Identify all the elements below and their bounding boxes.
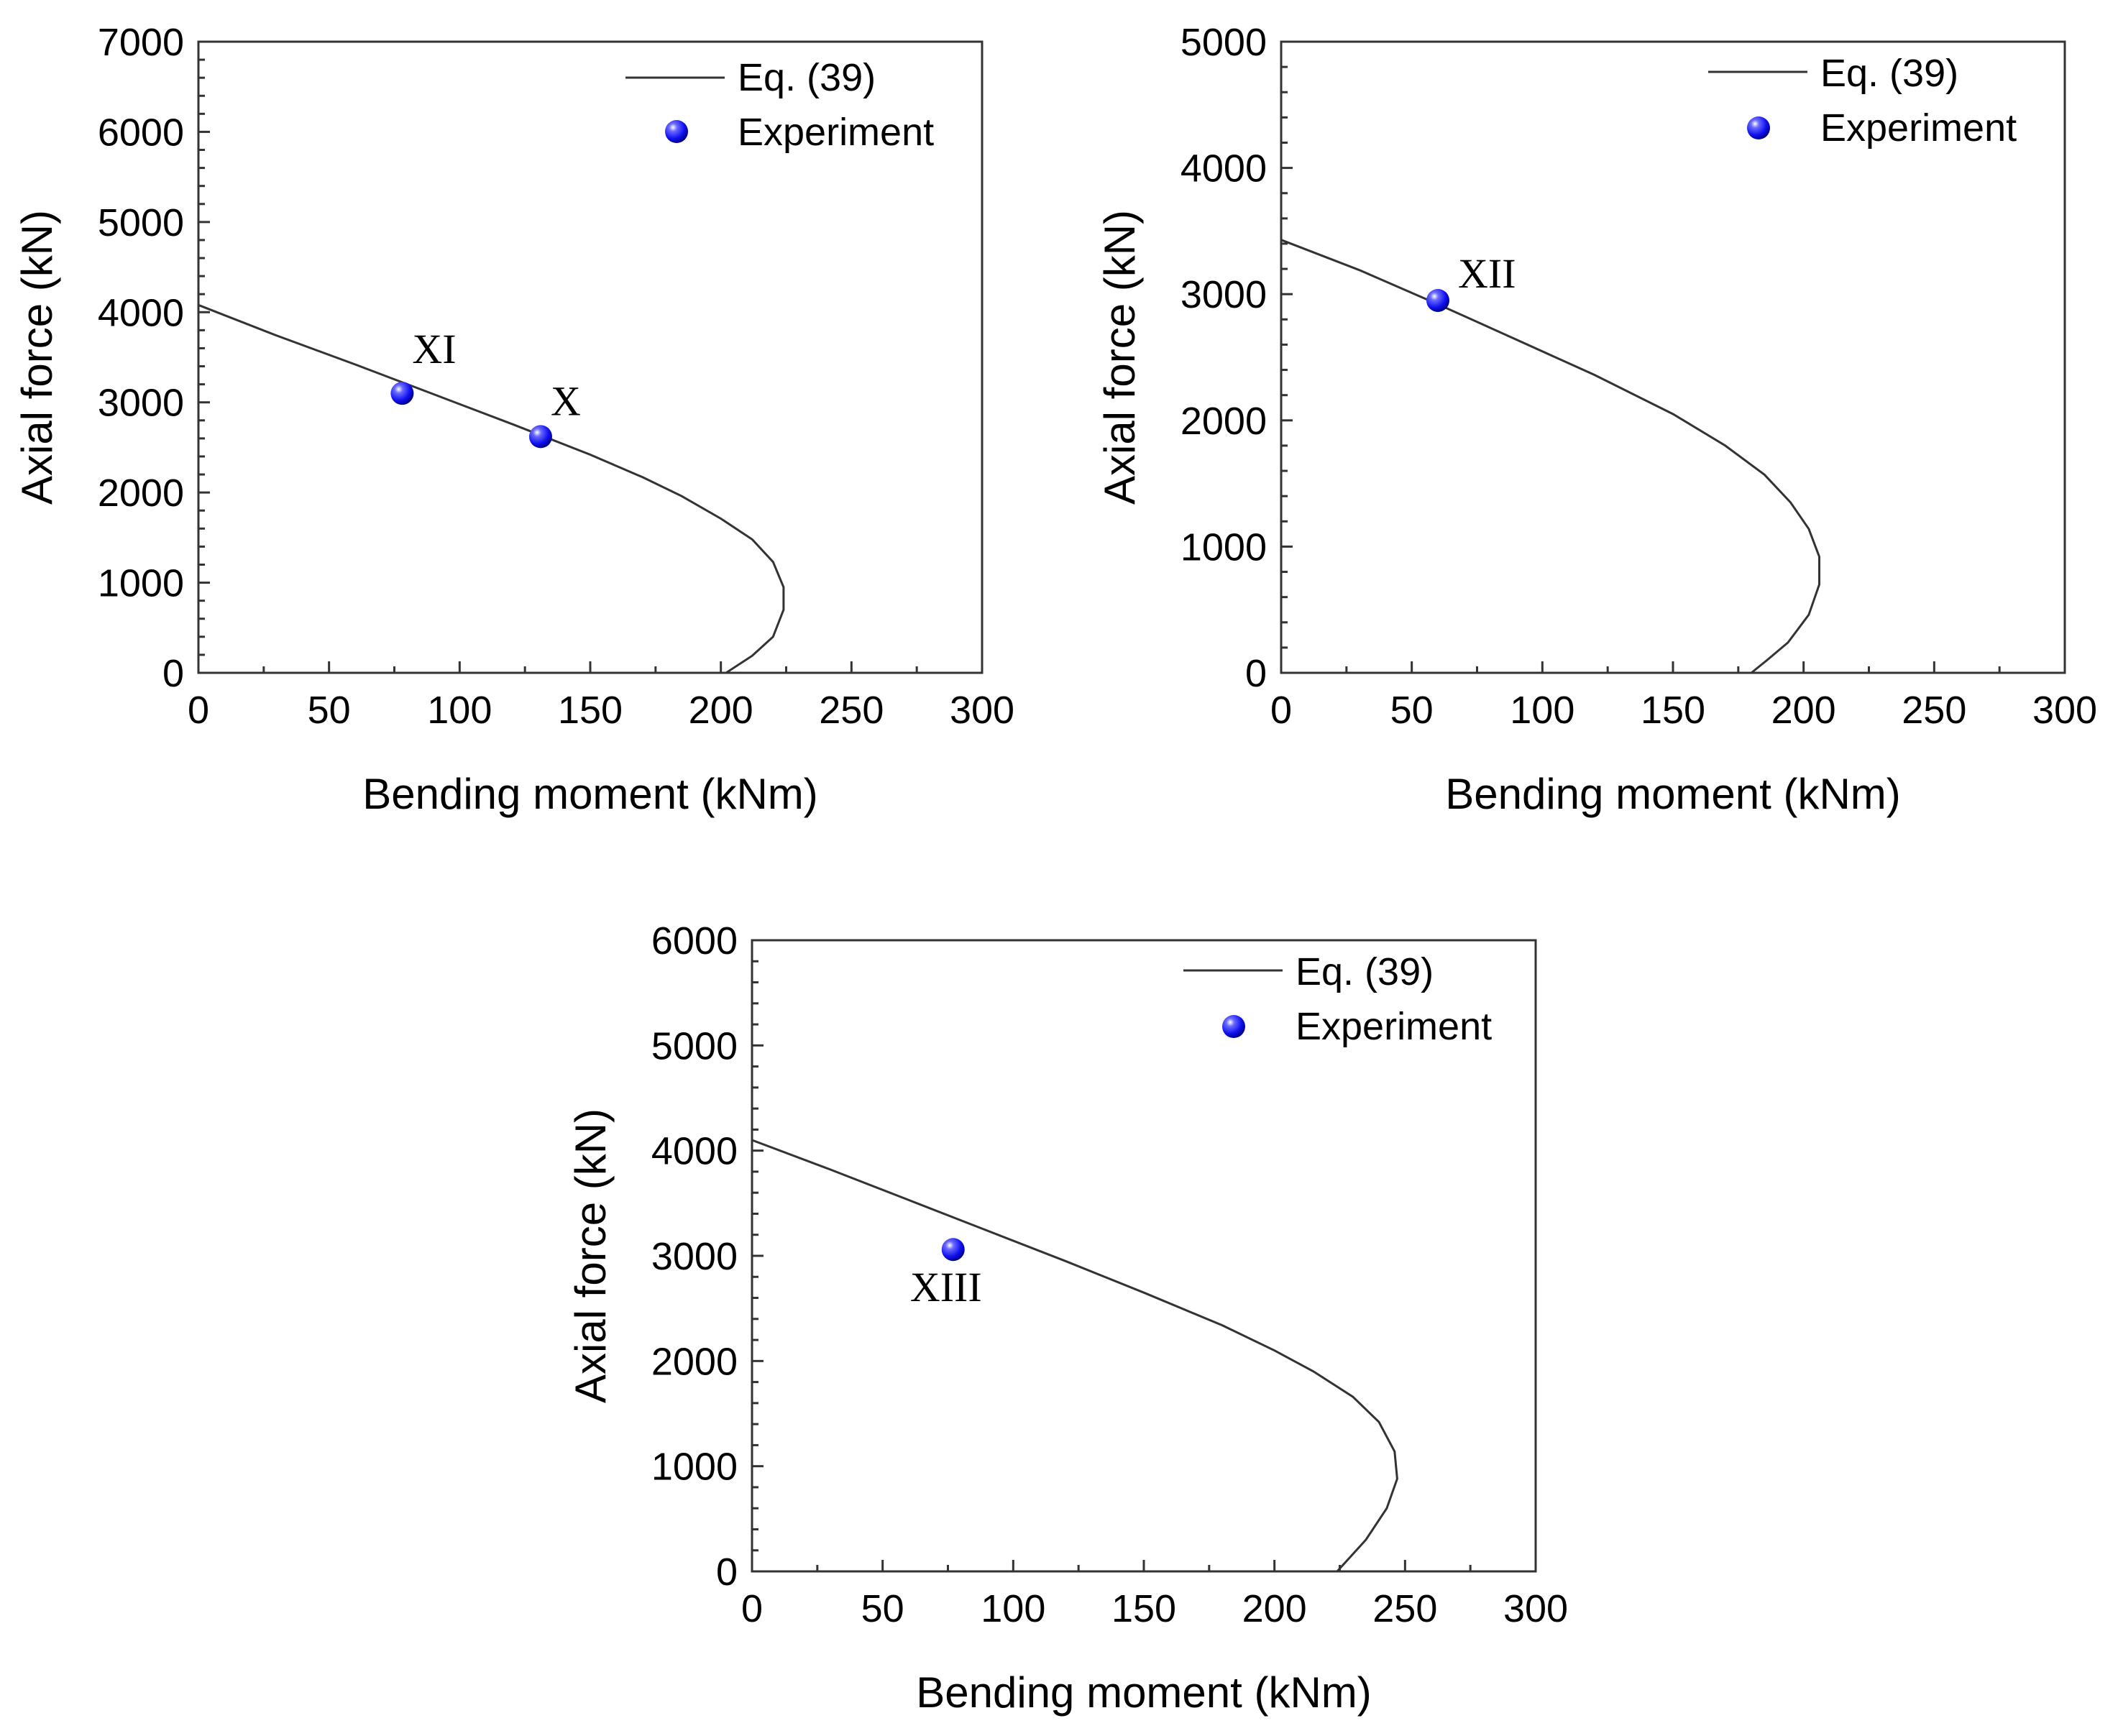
chart-c-ytick-label: 4000 [651, 1130, 738, 1173]
chart-a-xtick-label: 100 [427, 689, 492, 732]
chart-a-xtick-label: 250 [819, 689, 884, 732]
chart-a-ytick-label: 7000 [98, 21, 184, 64]
chart-a-curve [198, 303, 785, 674]
chart-a-ytick-label: 2000 [98, 472, 184, 515]
chart-c-xticks: 0 50 100 150 200 250 300 [741, 1560, 1568, 1630]
chart-b-ylabel: Axial force (kN) [1096, 210, 1144, 505]
chart-c-yticks: 0 1000 2000 3000 4000 5000 6000 [651, 919, 764, 1594]
chart-c-xtick-label: 300 [1503, 1587, 1568, 1630]
chart-b-points: XII [1426, 250, 1516, 312]
chart-a-yticks: 0 1000 2000 3000 4000 5000 6000 7000 [98, 21, 210, 695]
chart-c-xtick-label: 50 [861, 1587, 904, 1630]
chart-c-point-xiii [941, 1238, 965, 1262]
chart-c-legend-marker-label: Experiment [1296, 1005, 1492, 1048]
chart-b-xtick-label: 0 [1270, 689, 1292, 732]
chart-c-xtick-label: 150 [1111, 1587, 1176, 1630]
chart-c-xtick-label: 250 [1372, 1587, 1437, 1630]
chart-c-points: XIII [910, 1238, 982, 1310]
chart-b-ytick-label: 4000 [1181, 147, 1267, 190]
chart-c: 0 50 100 150 200 250 300 0 1000 2000 3000 4000 5000… [567, 919, 1568, 1717]
chart-b-xtick-label: 50 [1390, 689, 1434, 732]
chart-a-point-label-x: X [551, 377, 581, 424]
chart-c-xtick-label: 0 [741, 1587, 763, 1630]
chart-a-ytick-label: 4000 [98, 291, 184, 334]
chart-a-legend-marker [665, 120, 688, 143]
chart-b-xlabel: Bending moment (kNm) [1445, 770, 1901, 818]
chart-c-xlabel: Bending moment (kNm) [916, 1668, 1372, 1717]
chart-b-ytick-label: 2000 [1181, 400, 1267, 443]
chart-c-legend-marker [1222, 1015, 1245, 1038]
chart-c-legend: Eq. (39) Experiment [1183, 950, 1492, 1048]
chart-c-ytick-label: 2000 [651, 1340, 738, 1383]
chart-b: 0 50 100 150 200 250 300 0 1000 2000 3000 4000 5000… [1096, 21, 2097, 818]
chart-c-ytick-label: 5000 [651, 1024, 738, 1067]
chart-b-ytick-label: 1000 [1181, 525, 1267, 569]
chart-c-ytick-label: 1000 [651, 1446, 738, 1489]
chart-a-point-xi [390, 382, 414, 405]
chart-a-legend: Eq. (39) Experiment [625, 56, 934, 154]
chart-a-ytick-label: 5000 [98, 201, 184, 244]
chart-a-xlabel: Bending moment (kNm) [362, 770, 818, 818]
chart-a-legend-line-label: Eq. (39) [738, 56, 876, 99]
chart-a-ytick-label: 0 [162, 652, 184, 695]
chart-b-xtick-label: 200 [1771, 689, 1836, 732]
chart-c-ytick-label: 6000 [651, 919, 738, 963]
chart-b-ytick-label: 3000 [1181, 273, 1267, 316]
chart-b-xtick-label: 100 [1510, 689, 1574, 732]
chart-a-ytick-label: 3000 [98, 382, 184, 425]
chart-b-point-label-xii: XII [1458, 250, 1516, 297]
chart-a-ytick-label: 6000 [98, 111, 184, 154]
chart-b-ytick-label: 0 [1245, 652, 1267, 695]
chart-b-legend: Eq. (39) Experiment [1708, 52, 2017, 150]
chart-c-legend-line-label: Eq. (39) [1296, 950, 1434, 993]
chart-a-point-label-xi: XI [412, 326, 456, 372]
chart-c-curve [751, 1139, 1398, 1573]
chart-b-xtick-label: 300 [2032, 689, 2097, 732]
chart-c-ytick-label: 0 [716, 1551, 738, 1594]
chart-b-curve [1280, 239, 1820, 674]
chart-a-xtick-label: 200 [689, 689, 753, 732]
chart-c-ytick-label: 3000 [651, 1235, 738, 1278]
chart-a-xtick-label: 300 [950, 689, 1014, 732]
chart-a-xtick-label: 150 [558, 689, 623, 732]
chart-b-ytick-label: 5000 [1181, 21, 1267, 64]
chart-c-ylabel: Axial force (kN) [567, 1108, 615, 1403]
chart-a: 0 50 100 150 200 250 300 0 1000 2000 3000 4000 5000… [13, 21, 1014, 818]
chart-a-ylabel: Axial force (kN) [13, 210, 61, 505]
chart-a-point-x [528, 425, 552, 449]
chart-a-ytick-label: 1000 [98, 562, 184, 605]
chart-c-xtick-label: 100 [981, 1587, 1045, 1630]
chart-a-xtick-label: 50 [308, 689, 351, 732]
chart-b-legend-marker-label: Experiment [1820, 106, 2017, 150]
chart-a-points: XI X [390, 326, 581, 449]
chart-b-point-xii [1426, 288, 1449, 312]
chart-a-xticks: 0 50 100 150 200 250 300 [188, 661, 1014, 732]
chart-c-xtick-label: 200 [1242, 1587, 1307, 1630]
chart-b-legend-line-label: Eq. (39) [1820, 52, 1958, 95]
chart-b-xtick-label: 150 [1641, 689, 1705, 732]
chart-b-legend-marker [1747, 116, 1770, 139]
chart-a-xtick-label: 0 [188, 689, 209, 732]
chart-b-xticks: 0 50 100 150 200 250 300 [1270, 661, 2097, 732]
chart-b-xtick-label: 250 [1902, 689, 1966, 732]
chart-c-point-label-xiii: XIII [910, 1264, 982, 1310]
chart-a-legend-marker-label: Experiment [738, 111, 934, 154]
chart-b-yticks: 0 1000 2000 3000 4000 5000 [1181, 21, 1293, 695]
